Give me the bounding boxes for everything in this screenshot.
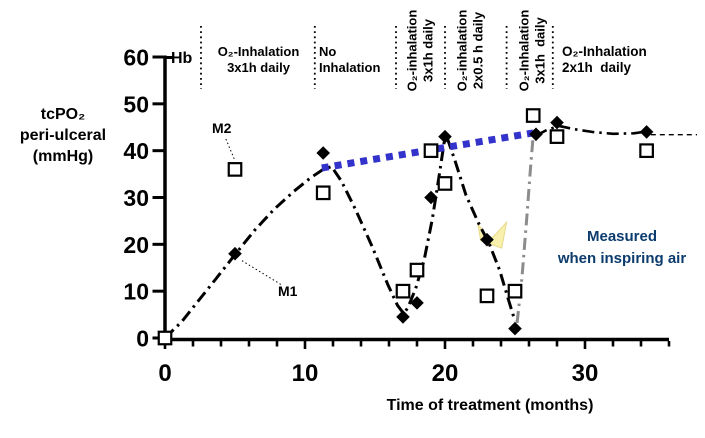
data-point-diamond (396, 310, 410, 324)
phase-line: 2x1h daily (562, 59, 632, 75)
phase-line: O₂-Inhalation (217, 44, 300, 59)
phase-line: O₂-Inhalation (516, 9, 532, 92)
data-point-diamond (639, 125, 654, 139)
data-point-diamond (228, 246, 242, 261)
y-axis-title-line3: (mmHg) (32, 148, 94, 165)
y-tick-label: 60 (123, 45, 149, 71)
data-point-diamond (480, 232, 494, 247)
note-line1: Measured (586, 228, 658, 245)
phase-line: O₂-inhalation (404, 9, 420, 92)
data-point-diamond (529, 127, 543, 142)
data-point-square (395, 283, 411, 299)
data-point-square (157, 330, 173, 346)
point-label-m2: M2 (212, 120, 232, 136)
line-course-plateau (535, 124, 647, 137)
phase-label-o2-3x1h-daily-2: O₂-inhalation 3x1h daily (405, 7, 436, 95)
y-axis-title: tcPO₂ peri-ulceral (mmHg) (8, 104, 118, 167)
phase-line: 3x1h daily (227, 59, 290, 75)
data-point-square (437, 176, 453, 191)
data-point-diamond (316, 146, 330, 160)
data-point-diamond (438, 129, 452, 144)
y-tick-label: 30 (123, 185, 149, 211)
data-point-diamond (424, 190, 438, 205)
note-line2: when inspiring air (557, 250, 687, 267)
phase-line: 3x1h daily (420, 19, 435, 82)
line-course-main (163, 136, 517, 340)
note-measured-inspiring-air: Measured when inspiring air (537, 226, 705, 270)
data-point-square (423, 143, 439, 159)
x-tick-label: 30 (572, 360, 599, 387)
data-point-square (549, 129, 565, 144)
data-point-diamond (410, 296, 424, 310)
y-tick-label: 10 (123, 279, 149, 305)
phase-label-no-inhalation: No Inhalation (319, 44, 380, 75)
phase-label-o2-2x1h-daily: O₂-Inhalation 2x1h daily (562, 44, 647, 75)
phase-line: O₂-Inhalation (562, 44, 647, 59)
y-tick-label: 20 (123, 232, 149, 258)
leader-line-m1 (241, 260, 283, 286)
phase-label-o2-3x1h-daily-1: O₂-Inhalation 3x1h daily (196, 44, 321, 75)
data-point-square (315, 185, 331, 201)
hb-label: Hb (171, 50, 193, 67)
leader-line-m2 (225, 138, 235, 160)
data-point-square (409, 262, 425, 278)
y-tick-label: 0 (136, 326, 149, 352)
phase-line: O₂-inhalation (454, 9, 470, 92)
phase-line: 3x1h daily (532, 17, 547, 84)
point-label-m1: M1 (278, 283, 298, 299)
y-axis-title-line1: tcPO₂ (40, 106, 86, 123)
x-axis-title: Time of treatment (months) (386, 397, 594, 414)
x-tick-label: 20 (432, 360, 459, 387)
data-point-diamond (550, 115, 564, 130)
x-tick-label: 10 (292, 360, 319, 387)
phase-line: 2x0.5 h daily (470, 11, 485, 90)
y-axis-title-line2: peri-ulceral (19, 127, 107, 144)
phase-line: No (319, 44, 337, 59)
phase-label-o2-3x1h-daily-3: O₂-Inhalation 3x1h daily (517, 7, 548, 95)
phase-line: Inhalation (319, 59, 381, 75)
y-tick-label: 50 (123, 91, 149, 117)
highlight-arrow-mark (477, 220, 508, 249)
data-point-square (525, 108, 541, 123)
data-point-square (227, 162, 243, 177)
y-tick-label: 40 (123, 138, 149, 164)
phase-label-o2-2x05h-daily: O₂-inhalation 2x0.5 h daily (455, 7, 486, 95)
data-point-square (479, 288, 495, 304)
data-point-diamond (508, 321, 522, 336)
data-point-square (507, 283, 523, 299)
data-point-square (639, 143, 654, 159)
x-tick-label: 0 (158, 360, 171, 387)
